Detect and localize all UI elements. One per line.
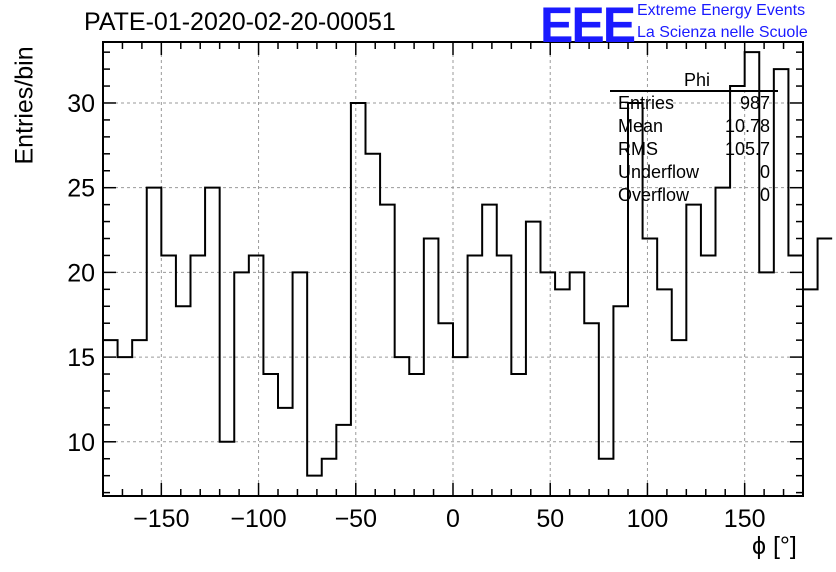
plot-title: PATE-01-2020-02-20-00051 (84, 8, 396, 36)
stat-label: Overflow (618, 185, 690, 205)
y-tick-label: 10 (67, 429, 95, 457)
y-tick-label: 25 (67, 175, 95, 203)
axis-ticks (102, 42, 804, 496)
stat-value: 0 (759, 162, 770, 182)
stats-row-entries: Entries 987 (610, 92, 778, 115)
x-tick-label: 100 (627, 505, 669, 533)
x-tick-label: 150 (724, 505, 766, 533)
x-tick-label: 50 (536, 505, 564, 533)
x-tick-label: −100 (230, 505, 286, 533)
stats-title: Phi (683, 70, 710, 90)
y-axis-label: Entries/bin (10, 46, 39, 165)
stats-row-rms: RMS 105.7 (610, 138, 778, 161)
stat-label: Mean (618, 116, 664, 136)
y-tick-label: 15 (67, 344, 95, 372)
stats-row-underflow: Underflow 0 (610, 161, 778, 184)
stats-row-overflow: Overflow 0 (610, 184, 778, 207)
stat-value: 0 (759, 185, 770, 205)
eee-logo: EEE (540, 0, 636, 53)
x-tick-label: 0 (446, 505, 460, 533)
stat-value: 987 (739, 93, 770, 113)
stats-box: Phi Entries 987 Mean 10.78 RMS 105.7 Und… (610, 70, 778, 207)
stat-value: 10.78 (724, 116, 770, 136)
stats-row-mean: Mean 10.78 (610, 115, 778, 138)
stat-label: Entries (618, 93, 675, 113)
x-tick-label: −150 (133, 505, 189, 533)
logo-line-2: La Scienza nelle Scuole (637, 24, 808, 41)
y-tick-label: 20 (67, 259, 95, 287)
histogram-line (103, 51, 833, 477)
stats-divider (610, 90, 778, 92)
x-axis-label: ϕ [°] (752, 532, 797, 560)
x-tick-label: −50 (335, 505, 377, 533)
stat-label: Underflow (618, 162, 700, 182)
tick-labels: −150 −100 −50 0 50 100 150 10 15 20 25 30 (67, 90, 765, 533)
stat-label: RMS (618, 139, 658, 159)
y-tick-label: 30 (67, 90, 95, 118)
stat-value: 105.7 (724, 139, 770, 159)
logo-line-1: Extreme Energy Events (637, 2, 806, 19)
